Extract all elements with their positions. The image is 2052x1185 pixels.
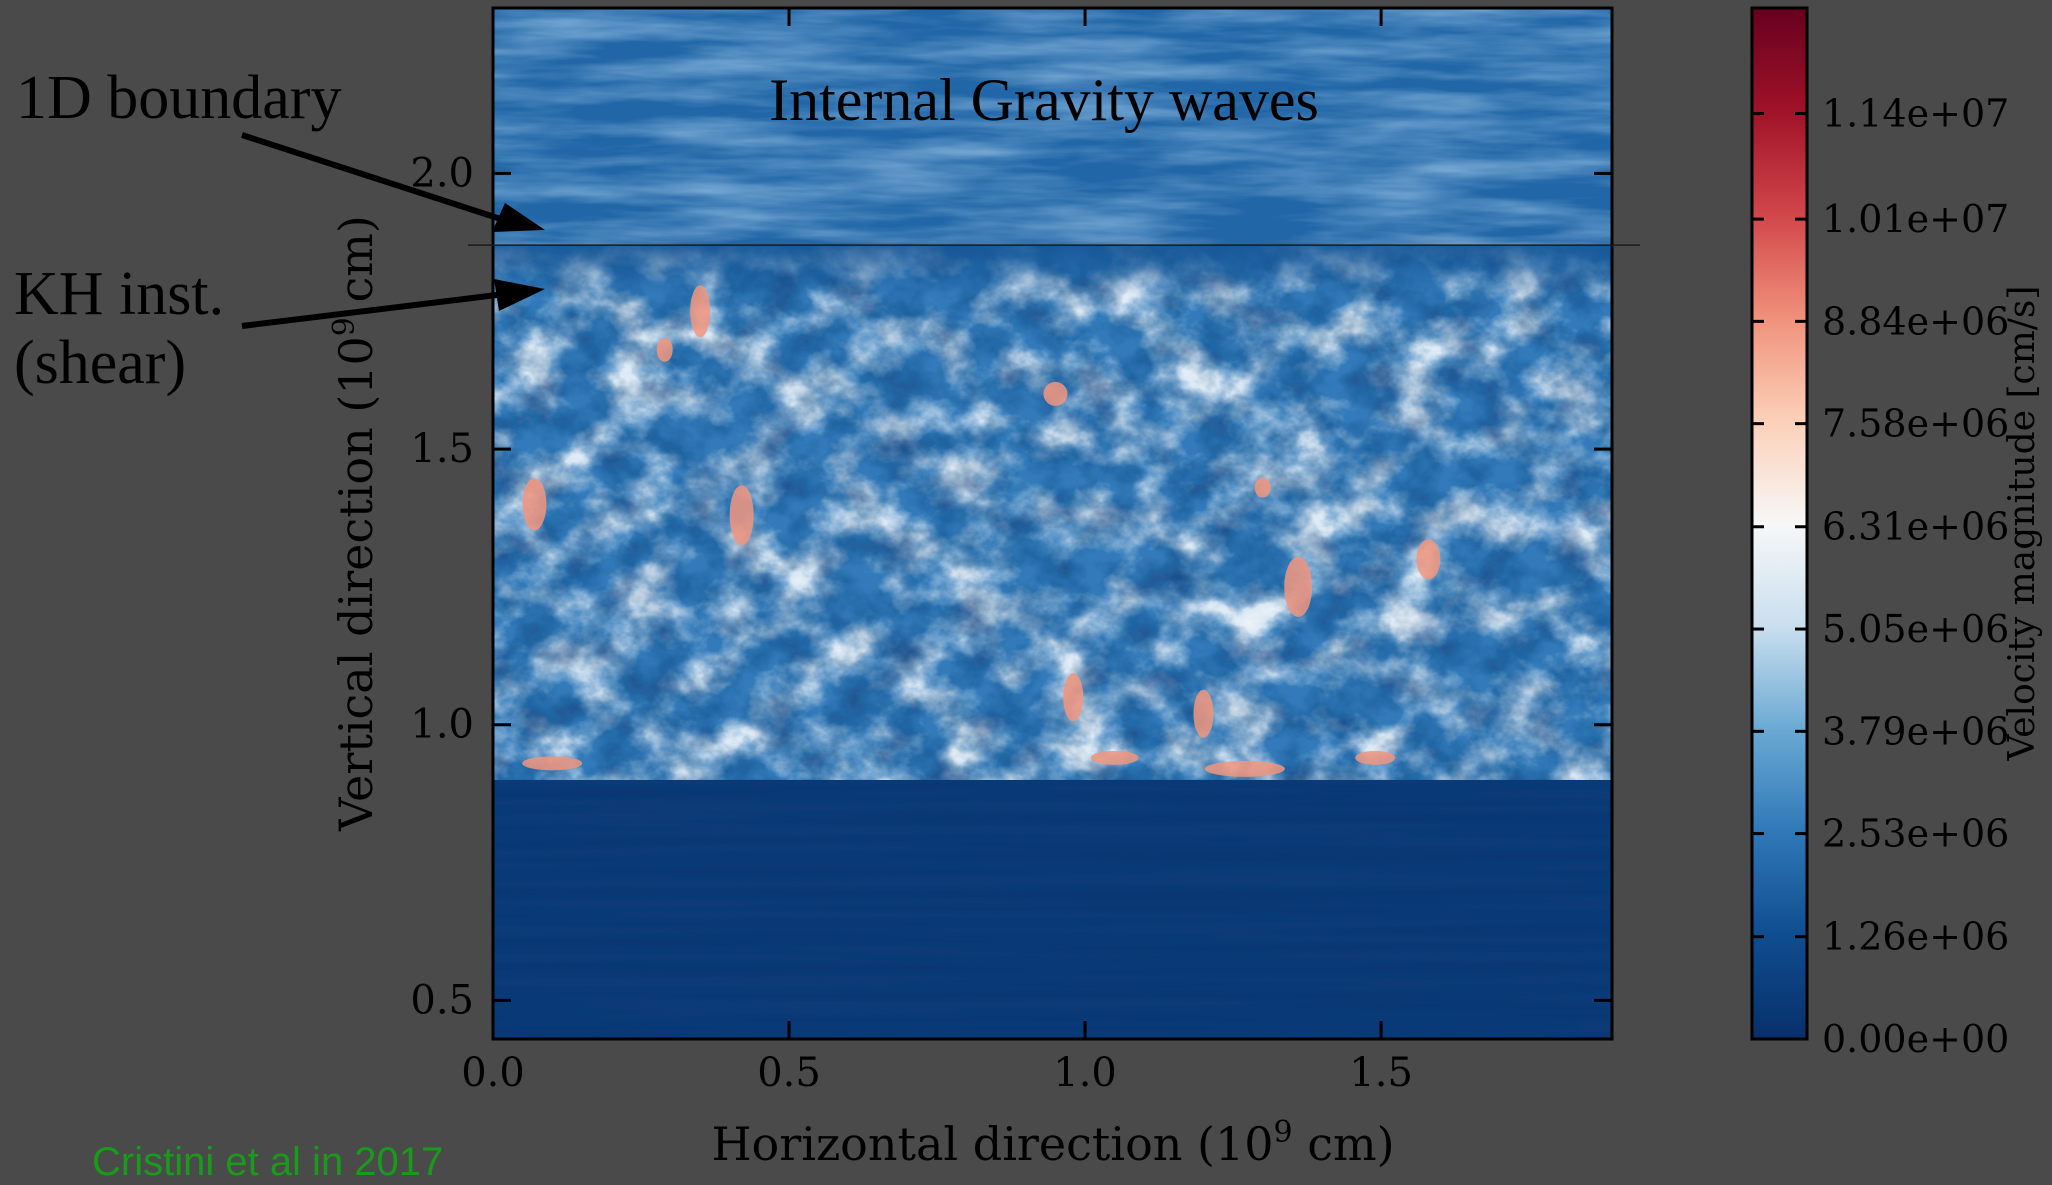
y-tick-label: 2.0 [410,150,474,196]
velocity-hotspot [1204,760,1285,777]
velocity-hotspot [729,485,754,546]
velocity-hotspot [656,337,673,362]
colorbar-tick-label: 7.58e+06 [1822,402,2009,446]
velocity-hotspot [1416,539,1441,580]
colorbar-tick-label: 8.84e+06 [1822,299,2009,343]
colorbar-tick-label: 2.53e+06 [1822,812,2009,856]
heatmap-plot [493,8,1612,1039]
y-tick-label: 1.0 [410,702,474,748]
colorbar: 0.00e+00 1.26e+06 2.53e+06 3.79e+06 5.05e+06… [1750,6,2043,1061]
plot-axes: 0.0 0.5 1.0 1.5 0.5 1.0 1.5 2.0 Internal Gravity… [327,6,1614,1171]
kh-annotation: KH inst. (shear) [14,260,224,399]
colorbar-tick-label: 1.26e+06 [1822,915,2009,959]
x-axis-label: Horizontal direction (109 cm) [711,1115,1394,1171]
velocity-hotspot [1063,673,1084,722]
chart-title: Internal Gravity waves [769,67,1319,133]
colorbar-label: Velocity magnitude [cm/s] [2002,286,2043,762]
x-tick-label: 0.5 [757,1050,821,1096]
plot-frame [491,6,1614,1041]
lower-layer-texture [493,779,1612,1039]
colorbar-tick-label: 3.79e+06 [1822,709,2009,753]
x-tick-label: 1.5 [1349,1050,1413,1096]
credit-text: Cristini et al in 2017 [92,1140,444,1184]
kh-annotation-line1: KH inst. [14,260,225,328]
colorbar-tick-label: 6.31e+06 [1822,505,2009,549]
x-tick-label: 0.0 [461,1050,525,1096]
colorbar-tick-label: 1.01e+07 [1822,197,2009,241]
y-tick-label: 1.5 [410,426,474,472]
velocity-hotspot [690,285,711,338]
colorbar-tick-label: 5.05e+06 [1822,607,2009,651]
boundary-arrow [241,132,545,232]
velocity-hotspot [1355,750,1396,765]
velocity-hotspot [1254,477,1271,498]
boundary-annotation: 1D boundary [16,64,342,132]
velocity-hotspot [1284,556,1313,617]
convective-turbulence-dark [493,245,1612,780]
colorbar-gradient [1750,6,1809,1041]
kh-annotation-line2: (shear) [14,329,187,398]
shear-band [493,245,1612,296]
velocity-hotspot [522,478,547,531]
x-tick-label: 1.0 [1053,1050,1117,1096]
y-axis-label: Vertical direction (109 cm) [327,215,383,832]
y-tick-label: 0.5 [410,977,474,1023]
kh-arrow [241,279,545,329]
colorbar-tick-label: 0.00e+00 [1822,1017,2009,1061]
velocity-hotspot [1193,689,1214,738]
velocity-hotspot [1043,381,1068,406]
internal-wave-texture [493,8,1612,246]
velocity-hotspot [1090,750,1139,765]
colorbar-tick-label: 1.14e+07 [1822,92,2009,136]
velocity-hotspot [522,756,583,771]
